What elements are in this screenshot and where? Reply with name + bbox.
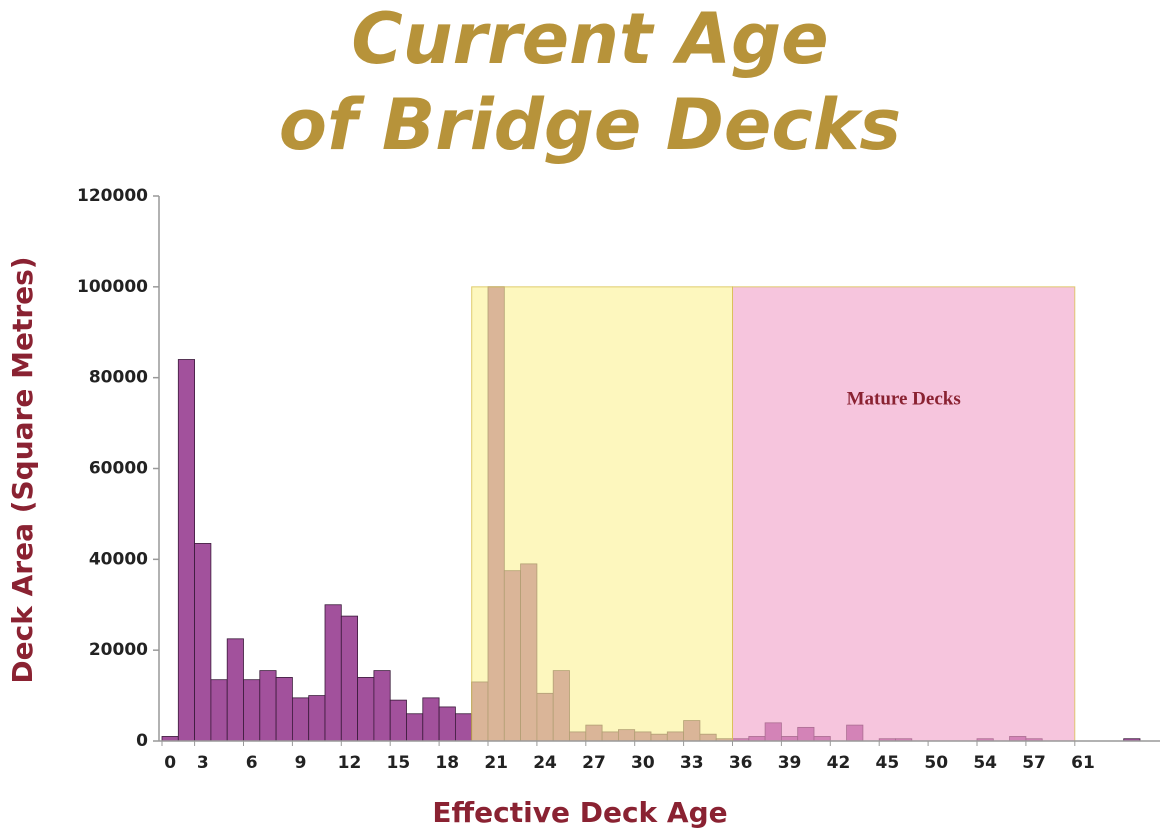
bar — [357, 677, 375, 742]
x-tick-label: 0 — [164, 753, 176, 773]
chart-title: of Bridge Decks — [279, 84, 901, 166]
y-tick-label: 0 — [136, 731, 148, 751]
x-tick-label: 27 — [582, 753, 606, 773]
x-tick-label: 39 — [778, 753, 802, 773]
x-tick-label: 3 — [197, 753, 209, 773]
y-tick-label: 80000 — [89, 368, 148, 388]
bar — [194, 543, 212, 742]
x-tick-label: 15 — [387, 753, 411, 773]
bar — [373, 670, 391, 742]
bar — [210, 679, 228, 742]
x-tick-label: 54 — [973, 753, 997, 773]
bar — [438, 706, 456, 742]
chart-title: Current Age — [351, 0, 828, 80]
x-tick-label: 36 — [729, 753, 753, 773]
y-axis-title: Deck Area (Square Metres) — [6, 256, 39, 683]
bar — [291, 697, 310, 742]
bar — [324, 604, 342, 742]
x-tick-label: 61 — [1071, 753, 1095, 773]
bar — [340, 615, 358, 742]
bar — [406, 713, 424, 742]
x-tick-label: 50 — [924, 753, 948, 773]
band-label: Mature Decks — [847, 389, 961, 410]
y-tick-label: 60000 — [89, 459, 148, 479]
x-tick-label: 21 — [484, 753, 508, 773]
x-tick-label: 18 — [435, 753, 459, 773]
bar — [259, 670, 277, 742]
y-tick-label: 20000 — [89, 640, 148, 660]
highlight-band — [471, 286, 733, 742]
x-tick-label: 57 — [1022, 753, 1046, 773]
x-tick-label: 30 — [631, 753, 655, 773]
x-tick-label: 33 — [680, 753, 704, 773]
x-tick-label: 42 — [827, 753, 851, 773]
bar — [422, 697, 440, 742]
y-tick-label: 100000 — [77, 277, 148, 297]
x-axis-title: Effective Deck Age — [432, 796, 727, 829]
bar — [308, 695, 326, 742]
bar — [226, 638, 244, 742]
bar — [389, 699, 407, 742]
x-tick-label: 6 — [246, 753, 258, 773]
y-tick-label: 40000 — [89, 549, 148, 569]
bar — [177, 359, 196, 742]
x-tick-label: 12 — [338, 753, 362, 773]
x-tick-label: 45 — [876, 753, 900, 773]
x-tick-label: 24 — [533, 753, 557, 773]
bar — [275, 677, 293, 742]
bar — [454, 713, 473, 742]
highlight-band — [732, 286, 1076, 742]
y-tick-label: 120000 — [77, 186, 148, 206]
x-tick-label: 9 — [295, 753, 307, 773]
bar — [243, 679, 261, 742]
